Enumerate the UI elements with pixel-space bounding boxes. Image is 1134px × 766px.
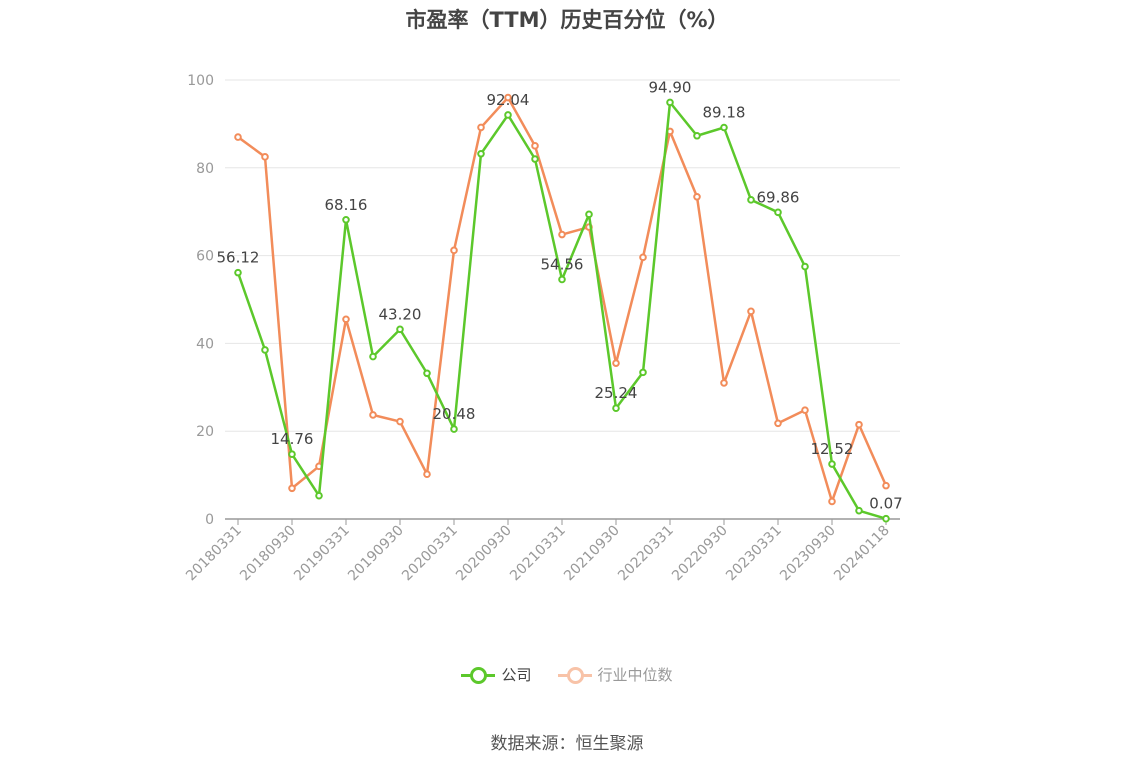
data-point-industry-median [234,133,242,141]
y-tick-label: 20 [196,424,214,440]
data-point-industry-median [477,123,485,132]
data-point-company [342,215,350,224]
data-label: 14.76 [271,430,314,448]
data-label: 43.20 [379,305,422,323]
legend-item-company[interactable]: 公司 [461,664,532,685]
data-point-industry-median [747,307,755,316]
data-point-industry-median [639,253,647,262]
x-tick-label: 20220331 [615,523,677,585]
data-label: 54.56 [541,255,584,273]
data-label: 92.04 [487,91,530,109]
legend-item-industry-median[interactable]: 行业中位数 [557,664,673,685]
data-point-company [234,268,242,277]
data-point-company [639,368,647,377]
data-point-company [720,123,728,132]
data-point-company [558,275,566,284]
data-point-industry-median [774,419,782,428]
data-label: 69.86 [757,188,800,206]
x-tick-label: 20180331 [183,523,245,585]
y-tick-label: 80 [196,161,214,177]
data-point-company [396,325,404,334]
data-point-company [504,111,512,119]
data-point-industry-median [693,192,701,201]
x-tick-label: 20200930 [453,523,515,585]
data-point-company [801,262,809,271]
data-point-industry-median [882,481,890,490]
data-point-industry-median [450,246,458,255]
x-tick-label: 20240118 [831,523,893,585]
x-tick-label: 20190331 [291,523,353,585]
x-tick-label: 20210930 [561,523,623,585]
data-point-company [774,208,782,217]
x-tick-label: 20230930 [777,523,839,585]
data-point-company [612,404,620,412]
data-point-industry-median [288,484,296,493]
data-label: 89.18 [703,103,746,121]
chart-title: 市盈率（TTM）历史百分位（%） [405,8,729,32]
legend-label-industry-median: 行业中位数 [597,666,673,684]
data-point-company [315,491,323,500]
data-point-company [369,352,377,361]
data-label: 25.24 [595,384,638,402]
data-label: 20.48 [433,405,476,423]
data-point-industry-median [504,93,512,102]
data-point-industry-median [720,379,728,387]
data-point-company [261,346,269,354]
data-point-company [693,131,701,140]
x-tick-label: 20200331 [399,523,461,585]
y-tick-label: 100 [187,73,214,89]
legend-swatch-company [461,666,496,684]
data-point-company [882,514,890,523]
data-point-industry-median [855,420,863,429]
legend-label-company: 公司 [501,666,532,684]
data-point-company [423,369,431,378]
axes: 0 20 40 60 80 100 2018033120180930201903312019… [183,73,900,584]
data-label: 0.07 [869,495,902,513]
data-point-industry-median [423,470,431,479]
data-point-industry-median [342,315,350,324]
legend: 公司 行业中位数 [0,664,1134,685]
data-point-industry-median [396,417,404,426]
y-tick-label: 0 [205,512,214,528]
data-point-industry-median [558,230,566,239]
data-label: 12.52 [811,440,854,458]
data-point-company [450,425,458,433]
data-point-industry-median [531,142,539,150]
data-point-company [288,450,296,459]
data-point-company [747,196,755,204]
data-labels: 56.12 14.76 68.16 43.20 20.48 92.04 54.56 25.24… [217,78,903,512]
data-point-company [531,155,539,163]
legend-swatch-industry-median [557,666,592,684]
x-tick-label: 20220930 [669,523,731,585]
x-tick-label: 20210331 [507,523,569,585]
data-point-company [855,506,863,515]
grid-lines [225,79,900,432]
series-lines [234,93,890,523]
data-point-industry-median [801,406,809,414]
data-label: 56.12 [217,249,260,267]
data-point-industry-median [369,411,377,419]
series-line-company [236,101,887,520]
y-tick-label: 40 [196,336,214,352]
data-point-industry-median [612,359,620,367]
data-point-company [477,149,485,158]
data-point-industry-median [828,497,836,506]
data-point-company [666,98,674,107]
series-line-industry-median [237,96,888,503]
data-label: 94.90 [649,78,692,96]
x-tick-label: 20230331 [723,523,785,585]
data-point-company [585,210,593,219]
y-tick-label: 60 [196,249,214,265]
x-tick-label: 20190930 [345,523,407,585]
data-point-industry-median [261,153,269,161]
x-tick-label: 20180930 [237,523,299,585]
data-source-note: 数据来源：恒生聚源 [490,734,644,754]
data-label: 68.16 [325,196,368,214]
data-point-company [828,460,836,468]
